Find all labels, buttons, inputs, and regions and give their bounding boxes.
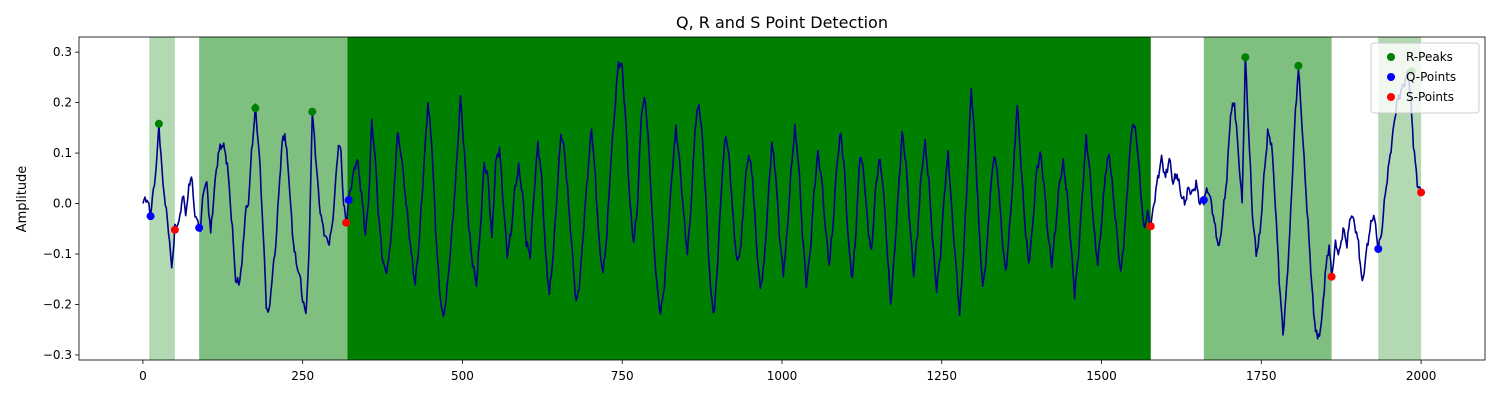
x-tick-label: 250: [291, 369, 314, 383]
s-points-marker: [342, 218, 351, 227]
y-tick-label: 0.3: [53, 45, 72, 59]
y-tick-label: 0.0: [53, 197, 72, 211]
legend-marker-q-points: [1387, 73, 1395, 81]
highlight-span-1: [149, 37, 175, 360]
legend-label-s-points: S-Points: [1406, 90, 1454, 104]
signal-line-layer: [142, 54, 1422, 340]
q-points-marker: [195, 223, 204, 232]
x-tick-label: 1250: [926, 369, 957, 383]
r-peaks-marker: [251, 104, 260, 113]
highlight-span-3: [347, 37, 1151, 360]
chart-title: Q, R and S Point Detection: [676, 13, 888, 32]
highlight-span-2: [199, 37, 348, 360]
s-points-marker: [1327, 272, 1336, 281]
q-points-marker: [1199, 196, 1208, 205]
s-points-marker: [1146, 222, 1155, 231]
y-axis-ticks: −0.3 −0.2 −0.1 0.0 0.1 0.2 0.3: [43, 45, 79, 362]
r-peaks-marker: [1294, 61, 1303, 70]
signal-line: [142, 54, 1422, 340]
y-tick-label: −0.1: [43, 247, 72, 261]
y-tick-label: 0.1: [53, 146, 72, 160]
x-tick-label: 1750: [1246, 369, 1277, 383]
y-axis-label: Amplitude: [15, 166, 30, 233]
legend: R-Peaks Q-Points S-Points: [1370, 42, 1480, 114]
r-peaks-marker: [1241, 53, 1250, 62]
y-tick-label: −0.3: [43, 348, 72, 362]
legend-label-r-peaks: R-Peaks: [1406, 50, 1453, 64]
x-tick-label: 1500: [1086, 369, 1117, 383]
legend-marker-s-points: [1387, 93, 1395, 101]
q-points-marker: [344, 196, 353, 205]
x-tick-label: 750: [611, 369, 634, 383]
highlight-span-4: [1203, 37, 1332, 360]
q-points-marker: [146, 212, 155, 221]
x-tick-label: 500: [451, 369, 474, 383]
r-peaks-marker: [154, 119, 163, 128]
q-points-marker: [1374, 244, 1383, 253]
legend-box: [1370, 42, 1480, 114]
highlight-spans: [149, 37, 1422, 360]
y-tick-label: 0.2: [53, 96, 72, 110]
x-axis-ticks: 0 250 500 750 1000 1250 1500 1750 2000: [139, 360, 1436, 383]
y-tick-label: −0.2: [43, 297, 72, 311]
r-peaks-marker: [308, 107, 317, 116]
x-tick-label: 1000: [767, 369, 798, 383]
legend-marker-r-peaks: [1387, 53, 1395, 61]
legend-label-q-points: Q-Points: [1406, 70, 1456, 84]
x-tick-label: 0: [139, 369, 147, 383]
s-points-marker: [170, 225, 179, 234]
s-points-marker: [1417, 188, 1426, 197]
x-tick-label: 2000: [1406, 369, 1437, 383]
